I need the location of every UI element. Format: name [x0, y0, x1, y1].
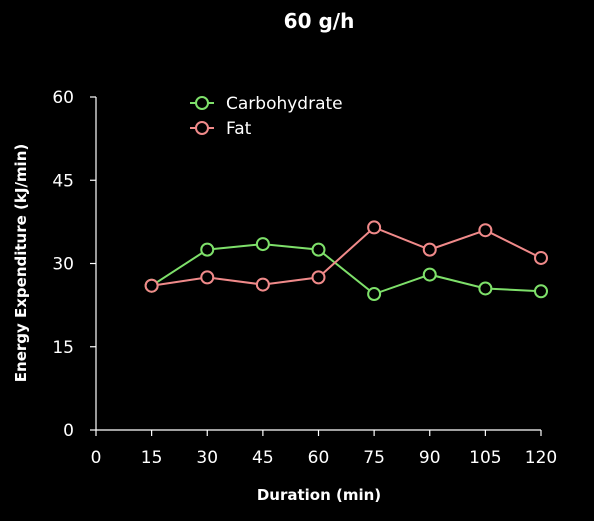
y-tick-label: 60 — [52, 88, 74, 108]
legend-label: Fat — [226, 119, 252, 139]
legend-item-carbohydrate: Carbohydrate — [190, 94, 343, 114]
legend-item-fat: Fat — [190, 119, 252, 139]
data-point-fat — [422, 242, 437, 257]
legend: Carbohydrate Fat — [190, 94, 343, 139]
series-layer — [144, 220, 548, 302]
x-tick-label: 60 — [308, 448, 330, 468]
data-point-fat — [534, 250, 548, 265]
data-point-fat — [367, 220, 382, 235]
series-line-fat — [151, 226, 542, 287]
x-tick-label: 45 — [252, 448, 274, 468]
y-axis-title: Energy Expenditure (kJ/min) — [12, 144, 30, 382]
legend-circle-marker — [195, 96, 209, 110]
data-point-fat — [311, 270, 326, 285]
series-line-carbohydrate — [151, 243, 542, 296]
x-tick-label: 0 — [91, 448, 102, 468]
y-tick-label: 15 — [52, 338, 74, 358]
data-point-fat — [255, 277, 270, 292]
x-tick-label: 15 — [141, 448, 163, 468]
x-ticks: 0 15 30 45 60 75 90 105 120 — [91, 430, 557, 468]
x-tick-label: 75 — [363, 448, 385, 468]
legend-circle-marker — [195, 121, 209, 135]
x-tick-label: 120 — [525, 448, 557, 468]
series-fat — [144, 220, 548, 293]
chart-title: 60 g/h — [284, 9, 355, 33]
x-axis-title: Duration (min) — [257, 486, 381, 504]
y-ticks: 0 15 30 45 60 — [52, 88, 96, 441]
data-point-carbohydrate — [534, 284, 548, 299]
data-point-fat — [478, 223, 493, 238]
series-carbohydrate — [144, 237, 548, 302]
x-tick-label: 30 — [196, 448, 218, 468]
data-point-carbohydrate — [311, 242, 326, 257]
legend-label: Carbohydrate — [226, 94, 343, 114]
data-point-carbohydrate — [200, 242, 215, 257]
data-point-carbohydrate — [367, 287, 382, 302]
data-point-fat — [144, 278, 159, 293]
y-tick-label: 30 — [52, 255, 74, 275]
data-point-carbohydrate — [255, 237, 270, 252]
x-tick-label: 90 — [419, 448, 441, 468]
y-tick-label: 45 — [52, 171, 74, 191]
data-point-carbohydrate — [478, 281, 493, 296]
data-point-carbohydrate — [422, 267, 437, 282]
x-tick-label: 105 — [469, 448, 501, 468]
data-point-fat — [200, 270, 215, 285]
y-tick-label: 0 — [63, 421, 74, 441]
